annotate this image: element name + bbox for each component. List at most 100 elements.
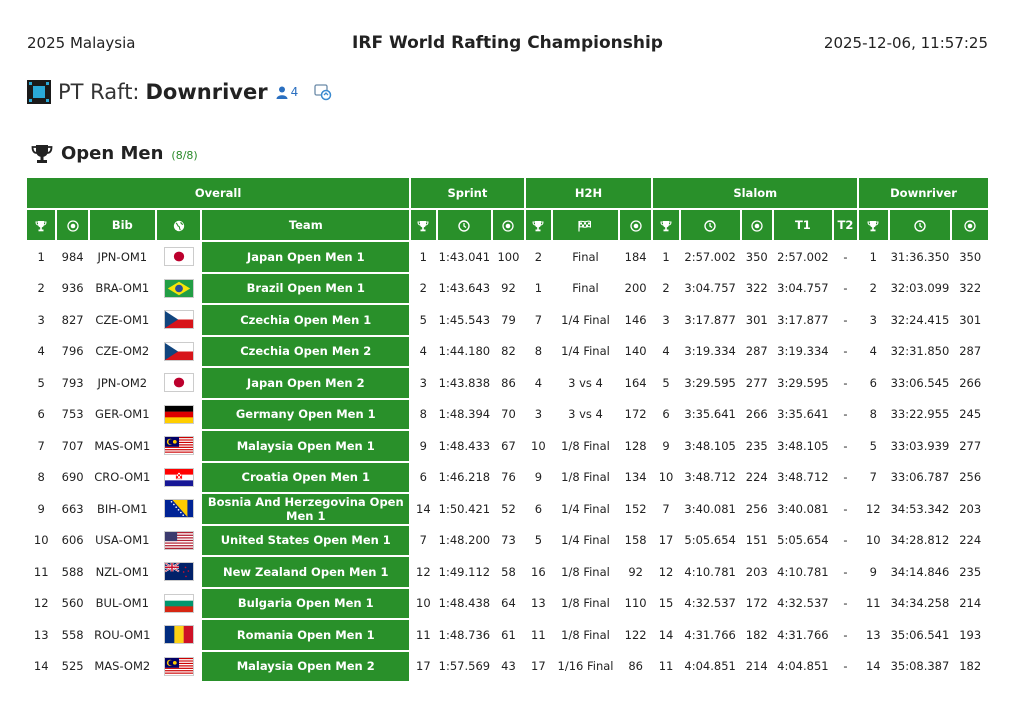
cell-slalom-rank: 12 — [653, 557, 681, 589]
trophy-icon — [417, 218, 429, 232]
col-rank[interactable] — [27, 210, 58, 242]
col-sprint-rank[interactable] — [411, 210, 438, 242]
cell-slalom-points: 256 — [741, 494, 774, 526]
cell-rank: 4 — [27, 336, 58, 368]
cell-slalom-t2: - — [833, 462, 860, 494]
clock-icon — [914, 218, 926, 232]
cell-slalom-t1: 5:05.654 — [773, 525, 834, 557]
col-points[interactable] — [57, 210, 90, 242]
cell-points: 525 — [57, 651, 90, 683]
table-row[interactable]: 14 525 MAS-OM2 Malaysia Open Men 2 17 1:57.56… — [27, 651, 988, 683]
cell-sprint-points: 82 — [493, 336, 526, 368]
table-row[interactable]: 9 663 BIH-OM1 Bosnia And Herzegovina Open M… — [27, 494, 988, 526]
cell-slalom-rank: 4 — [653, 336, 681, 368]
refresh-icon[interactable] — [314, 83, 332, 101]
cell-flag — [156, 651, 203, 683]
cell-downriver-rank: 14 — [859, 651, 890, 683]
col-bib[interactable]: Bib — [89, 210, 157, 242]
cell-slalom-t2: - — [833, 525, 860, 557]
col-downriver-points[interactable] — [952, 210, 988, 242]
cell-sprint-rank: 17 — [411, 651, 438, 683]
cell-flag — [156, 242, 203, 274]
table-row[interactable]: 6 753 GER-OM1 Germany Open Men 1 8 1:48.394 70… — [27, 399, 988, 431]
table-row[interactable]: 1 984 JPN-OM1 Japan Open Men 1 1 1:43.041 100 2… — [27, 242, 988, 274]
table-row[interactable]: 10 606 USA-OM1 United States Open Men 1 7 1:4… — [27, 525, 988, 557]
col-slalom-t1[interactable]: T1 — [773, 210, 834, 242]
cell-team: Malaysia Open Men 2 — [202, 651, 412, 683]
cell-slalom-t1: 3:48.712 — [773, 462, 834, 494]
col-slalom-points[interactable] — [741, 210, 774, 242]
people-count[interactable]: 4 — [276, 85, 298, 99]
cell-h2h-rank: 10 — [525, 431, 554, 463]
cell-bib: MAS-OM2 — [89, 651, 157, 683]
cell-h2h-rank: 17 — [525, 651, 554, 683]
table-row[interactable]: 12 560 BUL-OM1 Bulgaria Open Men 1 10 1:48.43… — [27, 588, 988, 620]
col-downriver-rank[interactable] — [859, 210, 890, 242]
col-sprint-points[interactable] — [493, 210, 526, 242]
cell-downriver-time: 35:06.541 — [889, 620, 953, 652]
cell-sprint-rank: 6 — [411, 462, 438, 494]
table-row[interactable]: 13 558 ROU-OM1 Romania Open Men 1 11 1:48.736… — [27, 620, 988, 652]
cell-downriver-time: 33:06.787 — [889, 462, 953, 494]
cell-bib: CRO-OM1 — [89, 462, 157, 494]
cell-slalom-t1: 3:17.877 — [773, 305, 834, 337]
cell-team: Romania Open Men 1 — [202, 620, 412, 652]
cell-downriver-rank: 6 — [859, 368, 890, 400]
table-row[interactable]: 5 793 JPN-OM2 Japan Open Men 2 3 1:43.838 86 4 3… — [27, 368, 988, 400]
table-row[interactable]: 3 827 CZE-OM1 Czechia Open Men 1 5 1:45.543 79… — [27, 305, 988, 337]
table-row[interactable]: 8 690 CRO-OM1 Croatia Open Men 1 6 1:46.218 76… — [27, 462, 988, 494]
event-location: 2025 Malaysia — [27, 34, 136, 52]
cell-downriver-time: 31:36.350 — [889, 242, 953, 274]
cell-slalom-points: 277 — [741, 368, 774, 400]
category-heading: Open Men (8/8) — [31, 143, 198, 164]
group-slalom: Slalom — [653, 178, 860, 210]
col-slalom-time[interactable] — [680, 210, 742, 242]
cell-slalom-time: 3:19.334 — [680, 336, 742, 368]
cell-points: 984 — [57, 242, 90, 274]
table-row[interactable]: 7 707 MAS-OM1 Malaysia Open Men 1 9 1:48.433 6… — [27, 431, 988, 463]
cell-h2h-stage: 3 vs 4 — [553, 399, 620, 431]
cell-h2h-rank: 2 — [525, 242, 554, 274]
cell-h2h-stage: 1/4 Final — [553, 336, 620, 368]
cell-sprint-rank: 4 — [411, 336, 438, 368]
cell-downriver-rank: 10 — [859, 525, 890, 557]
col-slalom-rank[interactable] — [653, 210, 681, 242]
col-sprint-time[interactable] — [437, 210, 494, 242]
cell-slalom-t2: - — [833, 620, 860, 652]
cell-sprint-points: 58 — [493, 557, 526, 589]
cell-slalom-points: 287 — [741, 336, 774, 368]
cell-downriver-time: 35:08.387 — [889, 651, 953, 683]
table-row[interactable]: 2 936 BRA-OM1 Brazil Open Men 1 2 1:43.643 92 1… — [27, 273, 988, 305]
cell-slalom-t2: - — [833, 242, 860, 274]
cell-downriver-points: 245 — [952, 399, 988, 431]
cell-h2h-stage: 1/8 Final — [553, 620, 620, 652]
cell-rank: 2 — [27, 273, 58, 305]
cell-team: Croatia Open Men 1 — [202, 462, 412, 494]
col-downriver-time[interactable] — [889, 210, 953, 242]
col-h2h-rank[interactable] — [525, 210, 554, 242]
cell-bib: CZE-OM2 — [89, 336, 157, 368]
cell-team: New Zealand Open Men 1 — [202, 557, 412, 589]
col-h2h-stage[interactable] — [553, 210, 620, 242]
col-h2h-points[interactable] — [619, 210, 654, 242]
col-slalom-t2[interactable]: T2 — [833, 210, 860, 242]
cell-points: 753 — [57, 399, 90, 431]
cell-slalom-time: 3:17.877 — [680, 305, 742, 337]
col-flag[interactable] — [156, 210, 203, 242]
table-row[interactable]: 11 588 NZL-OM1 New Zealand Open Men 1 12 1:49… — [27, 557, 988, 589]
cell-flag — [156, 431, 203, 463]
cell-slalom-rank: 2 — [653, 273, 681, 305]
col-team[interactable]: Team — [202, 210, 412, 242]
cell-slalom-t2: - — [833, 494, 860, 526]
cell-slalom-t1: 4:31.766 — [773, 620, 834, 652]
trophy-icon — [35, 218, 47, 232]
cell-slalom-t2: - — [833, 368, 860, 400]
cell-downriver-time: 32:03.099 — [889, 273, 953, 305]
cell-h2h-points: 152 — [619, 494, 654, 526]
cell-bib: USA-OM1 — [89, 525, 157, 557]
table-row[interactable]: 4 796 CZE-OM2 Czechia Open Men 2 4 1:44.180 82… — [27, 336, 988, 368]
cell-h2h-rank: 6 — [525, 494, 554, 526]
cell-downriver-time: 33:06.545 — [889, 368, 953, 400]
cell-slalom-time: 4:32.537 — [680, 588, 742, 620]
cell-h2h-rank: 11 — [525, 620, 554, 652]
